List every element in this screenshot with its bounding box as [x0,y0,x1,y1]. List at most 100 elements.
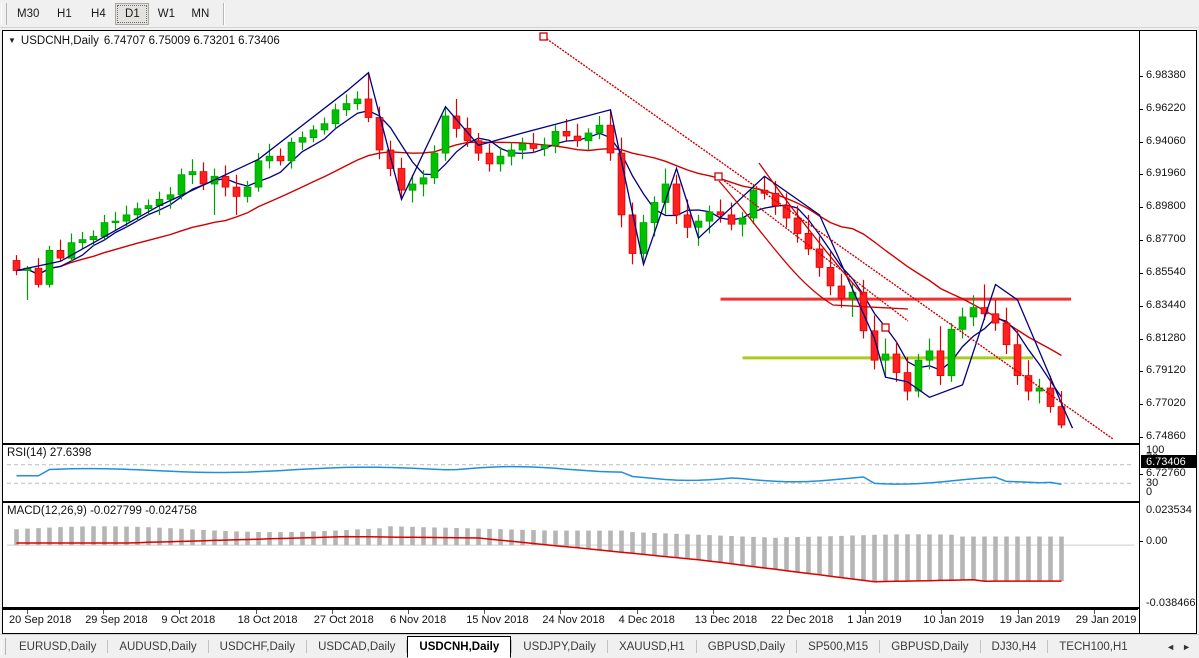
date-label: 19 Jan 2019 [999,614,1061,626]
macd-bar [102,526,107,546]
macd-bar [971,536,976,580]
rsi-pane[interactable]: RSI(14) 27.6398 [3,443,1196,501]
chart-area[interactable]: ▼ USDCNH,Daily 6.74707 6.75009 6.73201 6… [2,30,1197,634]
candle-body [584,132,593,142]
zigzag-indicator [16,71,1074,429]
tab-list: EURUSD,Daily AUDUSD,Daily USDCHF,Daily USDC… [8,635,1139,658]
date-label: 10 Jan 2019 [923,614,984,626]
price-pane[interactable] [3,31,1138,441]
tab-divider [879,640,881,653]
candle-body [529,143,538,149]
macd-bar [322,531,327,546]
candle-body [1035,387,1044,392]
macd-bar [696,534,701,560]
chart-tab-eurusd-daily[interactable]: EURUSD,Daily [19,640,97,653]
tab-divider [406,640,408,653]
date-tick [712,610,714,614]
candle-body [441,115,450,154]
candle-body [1002,322,1011,346]
macd-bar [124,526,129,546]
candle-body [958,316,967,330]
tabbar-grip[interactable] [1,638,6,655]
timeframe-button-h4[interactable]: H4 [91,7,106,20]
chart-tab-dj30-h4[interactable]: DJ30,H4 [991,640,1037,653]
scroll-left-icon[interactable]: ◄ [1166,641,1176,652]
macd-bar [91,526,96,546]
chart-tab-xauusd-h1[interactable]: XAUUSD,H1 [618,640,685,653]
macd-bar [1059,536,1064,582]
macd-bar [773,537,778,570]
time-scale[interactable]: 20 Sep 2018 29 Sep 2018 9 Oct 2018 18 Oct 2… [3,609,1138,633]
candle-body [562,131,571,137]
macd-bar [630,532,635,554]
macd-bar [982,536,987,582]
macd-bar [641,532,646,555]
secondary-trendline-anchor[interactable] [714,172,723,181]
price-scale[interactable]: 6.98380 6.96220 6.94060 6.91960 6.89800 6.877… [1139,31,1196,633]
macd-bar [333,530,338,546]
secondary-trendline[interactable] [718,176,909,322]
chart-tab-usdcad-daily[interactable]: USDCAD,Daily [318,640,396,653]
chart-tab-usdcnh-daily[interactable]: USDCNH,Daily [407,636,512,658]
macd-bar [443,527,448,546]
candle-body [1046,387,1055,407]
date-tick [27,610,28,614]
timeframe-button-w1[interactable]: W1 [157,7,175,20]
candle-body [419,177,428,185]
chart-collapse-icon[interactable]: ▼ [8,36,16,45]
candle-body [518,143,527,151]
price-scale-label: 6.81280 [1146,332,1186,344]
date-label: 29 Sep 2018 [85,614,148,626]
chart-tab-gbpusd-daily[interactable]: GBPUSD,Daily [707,640,786,653]
macd-bar [509,529,514,546]
macd-signal-line [16,535,1062,583]
candle-body [122,214,131,222]
chart-tab-usdjpy-daily[interactable]: USDJPY,Daily [523,640,596,653]
price-scale-tick [1140,240,1143,241]
descending-trendline[interactable] [543,36,1114,440]
date-tick [636,610,638,614]
rsi-header: RSI(14) 27.6398 [7,447,92,459]
scroll-right-icon[interactable]: ► [1182,641,1191,652]
chart-tab-tech100-h1[interactable]: TECH100,H1 [1059,640,1128,653]
timeframe-button-mn[interactable]: MN [191,7,210,20]
chart-tab-audusd-daily[interactable]: AUDUSD,Daily [119,640,197,653]
macd-bar [179,528,184,546]
candle-body [1024,375,1033,392]
candle-body [67,242,76,259]
date-label: 15 Nov 2018 [466,614,529,626]
candle-body [826,266,835,287]
candle-body [573,135,582,142]
candle-body [639,222,648,254]
rsi-scale-label: 0 [1146,486,1153,498]
chart-tab-gbpusd-daily[interactable]: GBPUSD,Daily [891,640,969,653]
macd-scale-label: -0.038466 [1146,597,1196,609]
macd-bar [520,529,525,546]
macd-pane[interactable]: MACD(12,26,9) -0.027799 -0.024758 [3,501,1196,609]
macd-bar [762,537,767,568]
macd-header: MACD(12,26,9) -0.027799 -0.024758 [7,505,197,517]
chart-tab-usdchf-daily[interactable]: USDCHF,Daily [219,640,296,653]
candle-body [991,313,1000,324]
toolbar-grip[interactable] [1,2,7,25]
chart-tab-sp500-m15[interactable]: SP500,M15 [808,640,869,653]
candle-body [188,171,197,176]
timeframe-button-m30[interactable]: M30 [17,7,40,20]
macd-bar [707,535,712,561]
date-label: 1 Jan 2019 [847,614,902,626]
macd-bar [960,536,965,580]
tab-divider [107,640,109,653]
timeframe-button-d1[interactable]: D1 [115,2,150,25]
timeframe-button-h1[interactable]: H1 [57,7,72,20]
trendline-anchor-start[interactable] [539,32,548,41]
macd-bar [652,533,657,556]
date-tick [408,610,409,614]
candle-body [309,129,318,139]
tab-divider [796,640,798,653]
macd-bar [872,534,877,582]
date-tick [865,610,867,614]
candle-body [320,123,329,131]
macd-bar [883,534,888,582]
rsi-plot [7,464,1134,486]
secondary-trendline-anchor-end[interactable] [881,323,890,332]
